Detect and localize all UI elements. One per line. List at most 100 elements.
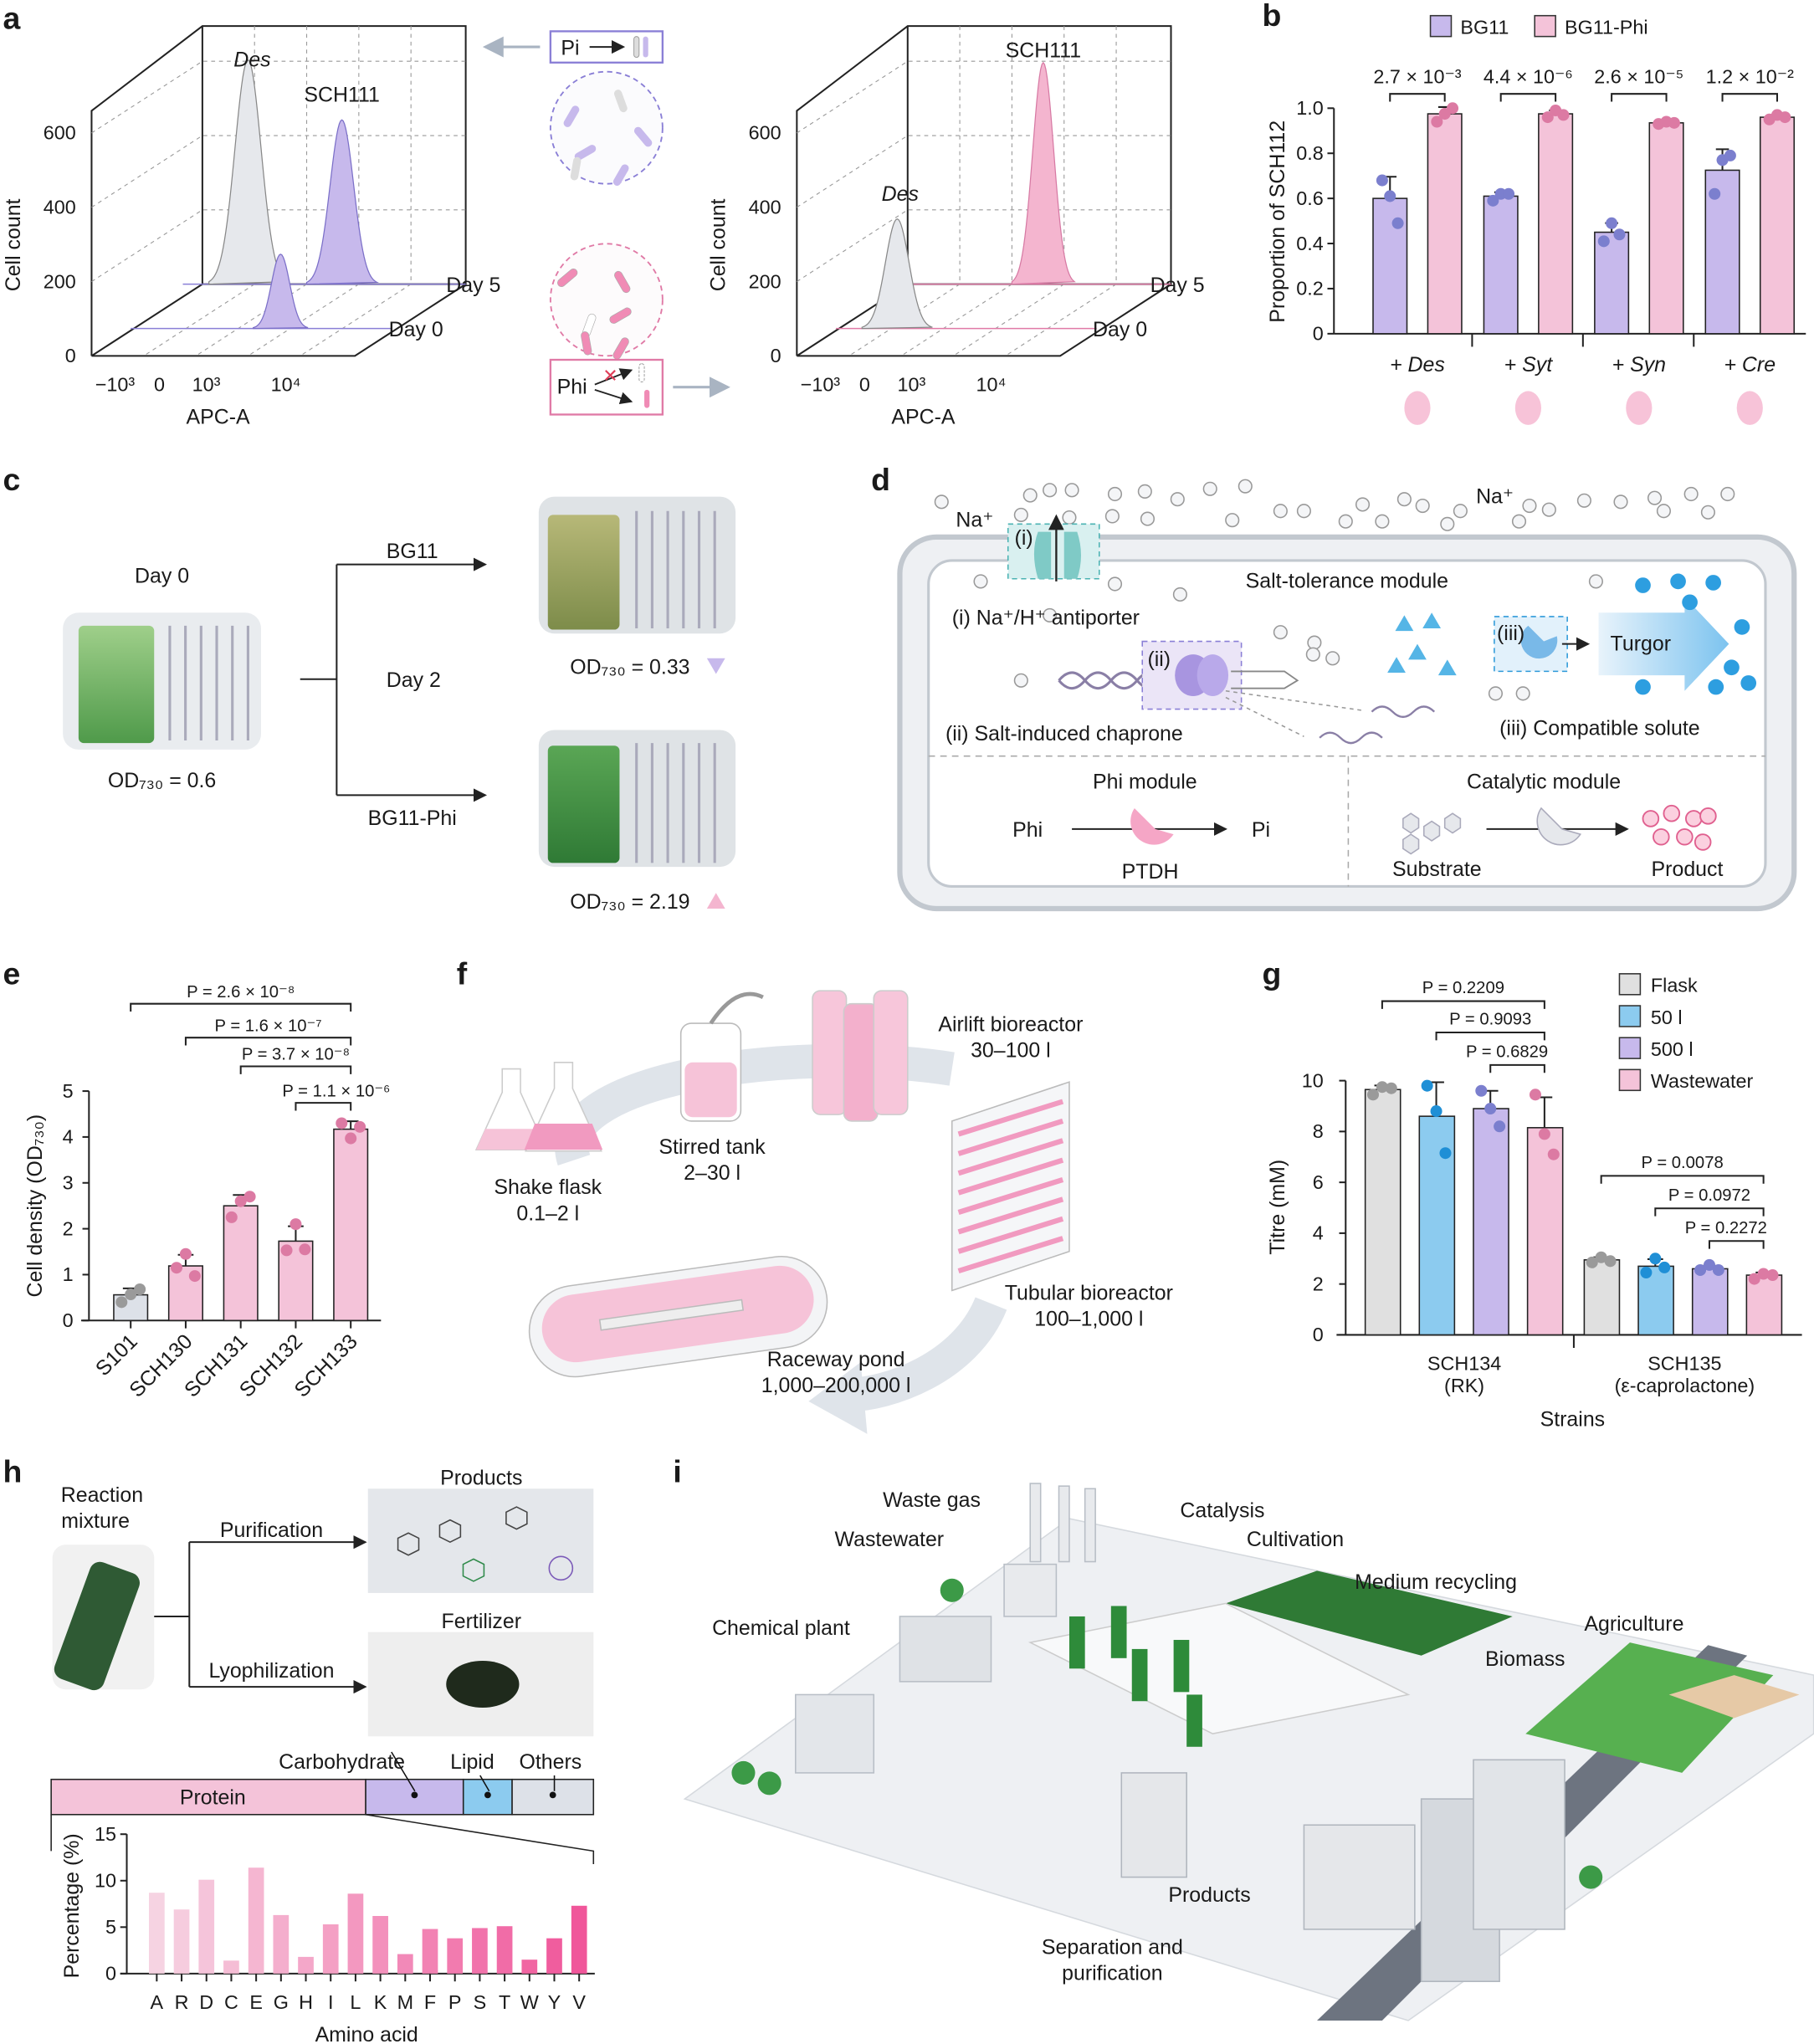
bar-A [149,1893,165,1974]
antiporter-icon [1033,531,1081,579]
ion-dot [1396,492,1412,507]
y-tick: 0 [65,345,76,366]
bar-Wastewater-0 [1526,1127,1564,1336]
data-point [1385,1082,1397,1094]
y-tick: 600 [44,122,76,144]
category-label: + Syt [1504,353,1554,377]
y-tick-label: 0 [63,1309,74,1331]
ion-dot [1488,686,1504,701]
data-point [354,1120,366,1133]
bar-F [422,1929,438,1974]
legend-swatch [1618,1005,1642,1027]
p-value-label: P = 3.7 × 10⁻⁸ [242,1046,350,1064]
ptdh-enzyme-icon [1130,807,1174,845]
products-title: Products [440,1467,522,1490]
y-tick-label: 3 [63,1172,74,1194]
bar-G [273,1914,290,1974]
ion-dot [1511,514,1527,529]
photo-culture-column [78,625,155,744]
p-value-label: P = 0.9093 [1449,1011,1531,1029]
module-phi: Phi module [1093,771,1197,794]
p-bracket [1381,1000,1545,1009]
x-tick: 0 [859,373,870,395]
x-tick-label: W [520,1991,539,2013]
turgor-label: Turgor [1611,632,1671,655]
lyophilization-label: Lyophilization [208,1659,334,1683]
histogram-3d-frame [796,25,1172,357]
stage-name: Airlift bioreactor [938,1012,1083,1036]
y-tick: 200 [749,270,781,292]
data-point [1538,1128,1550,1140]
stage-volume: 30–100 l [971,1039,1051,1063]
od-bg11-phi: OD₇₃₀ = 2.19 [570,890,689,914]
callout-lines [391,1751,556,1792]
organism-icon [1514,391,1541,425]
cell-icon [633,36,640,59]
ion-dot [1307,635,1322,650]
y-tick-label: 10 [95,1870,116,1892]
data-point [134,1283,146,1296]
y-tick-label: 0 [1313,323,1324,345]
p-value-label: P = 0.0078 [1642,1154,1724,1172]
photo-tubes [168,625,249,740]
day2-label: Day 2 [387,669,441,692]
bar-BG11-Phi-1 [1538,113,1574,335]
data-point [1376,174,1388,187]
panel-a-flow-histograms [90,25,1172,357]
data-point [1557,109,1570,121]
peak-label-sch111: SCH111 [1006,39,1081,63]
ion-dot [1062,510,1077,525]
x-tick-label: C [224,1991,238,2013]
panel-label-d: d [871,462,890,497]
p-value-label: P = 1.6 × 10⁻⁷ [215,1017,322,1035]
transcript-icon [1231,670,1299,689]
bar-K [372,1915,388,1974]
y-tick: 400 [749,197,781,218]
x-tick: 10⁴ [976,373,1006,395]
y-tick-label: 4 [1313,1222,1324,1244]
label-cultivation: Cultivation [1247,1528,1344,1551]
data-point [1712,1263,1724,1276]
p-bracket [130,1002,352,1012]
y-tick-label: 2 [1313,1273,1324,1294]
bar-V [571,1905,587,1974]
data-point [280,1244,293,1257]
cell-icon [570,156,582,181]
substrate-icon [1402,812,1462,855]
category-label: + Des [1390,353,1445,377]
module-salt-tolerance: Salt-tolerance module [1246,570,1448,593]
gridline [797,135,1171,208]
chemical-structure-icons [397,1506,574,1582]
data-point [1475,1084,1488,1097]
y-tick-label: 10 [1302,1069,1324,1091]
substrate-label: Substrate [1392,858,1482,881]
cell-icon [614,270,631,294]
cell-icon [609,307,632,324]
cell-icon [612,337,629,360]
gridline [91,209,466,282]
callout-dot [411,1791,418,1799]
zoom-lines [50,1814,595,1864]
category-label: S101 [91,1329,142,1381]
p-bracket [1389,93,1446,102]
triangle-up-icon [706,893,725,909]
bar-BG11-2 [1594,231,1630,335]
product-label: Product [1652,858,1724,881]
organism-icon [1626,391,1653,425]
ion-dot [1647,490,1663,505]
module-catalytic: Catalytic module [1467,771,1621,794]
phi-box-label: Phi [557,376,587,399]
panel-label-b: b [1263,0,1282,33]
p-bracket [1499,93,1557,102]
ion-dot [1273,625,1288,640]
p-value-label: P = 0.6829 [1466,1043,1548,1062]
p-bracket [295,1102,352,1111]
day-label: Day 5 [446,274,500,297]
chart-g: 0 2 4 6 8 10 Titre (mM) Flask 50 l 500 l Wastewate… [1266,973,1802,1431]
legend-swatch [1618,973,1642,996]
peak-sch111-day5 [305,119,380,285]
arrow-icon [594,368,633,386]
category-label: + Syn [1612,353,1666,377]
gridline [300,26,412,356]
p-value-label: P = 0.2272 [1685,1219,1767,1237]
